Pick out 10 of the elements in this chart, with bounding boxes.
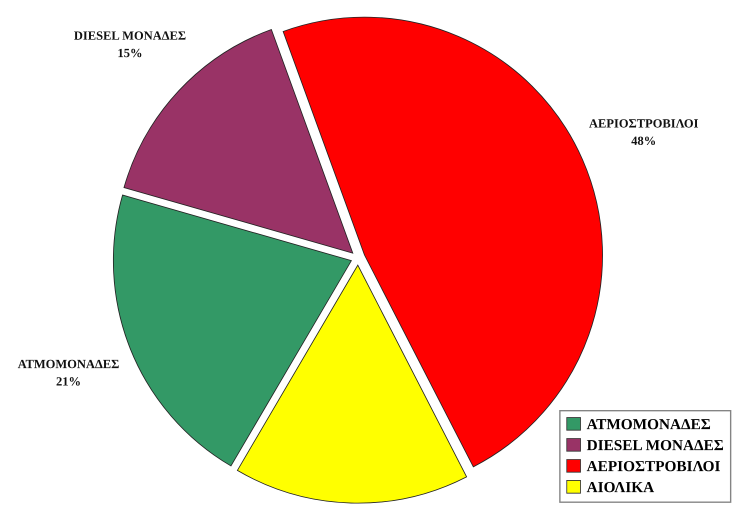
slice-label: DIESEL ΜΟΝΑΔΕΣ [74, 31, 186, 40]
slice-label: ΑΕΡΙΟΣΤΡΟΒΙΛΟΙ [589, 119, 698, 128]
legend-label: DIESEL ΜΟΝΑΔΕΣ [586, 440, 724, 450]
legend-label: ΑΙΟΛΙΚΑ [586, 482, 654, 492]
slice-label: ΑΤΜΟΜΟΝΑΔΕΣ [18, 360, 119, 368]
data-label: 48% [631, 136, 656, 146]
legend-label: ΑΤΜΟΜΟΝΑΔΕΣ [586, 419, 710, 430]
legend-label: ΑΕΡΙΟΣΤΡΟΒΙΛΟΙ [586, 460, 720, 472]
data-label: 15% [118, 48, 142, 58]
data-label: 21% [56, 377, 80, 386]
